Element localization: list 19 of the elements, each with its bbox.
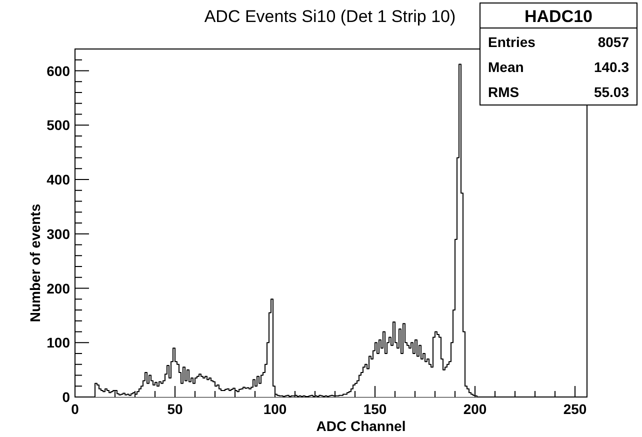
text: RMS 55.03: [488, 84, 629, 100]
y-tick-label: 200: [46, 280, 70, 296]
x-tick-label: 200: [463, 401, 487, 417]
y-tick-label: 600: [46, 62, 70, 79]
y-axis-title: Number of events: [27, 204, 43, 322]
text: Entries 8057: [488, 34, 629, 50]
y-tick-label: 100: [46, 334, 70, 351]
x-axis-title: ADC Channel: [316, 418, 406, 434]
y-tick-label: 0: [62, 389, 70, 405]
text: HADC10: [524, 7, 593, 26]
x-tick-label: 150: [363, 401, 387, 417]
x-tick-label: 250: [563, 401, 587, 417]
y-tick-label: 300: [46, 226, 70, 242]
text: Mean 140.3: [488, 59, 629, 75]
y-tick-label: 400: [46, 172, 70, 188]
x-tick-label: 100: [263, 401, 287, 417]
x-tick-label: 50: [167, 401, 183, 417]
y-tick-label: 500: [46, 117, 70, 134]
chart-title: ADC Events Si10 (Det 1 Strip 10): [204, 7, 456, 26]
